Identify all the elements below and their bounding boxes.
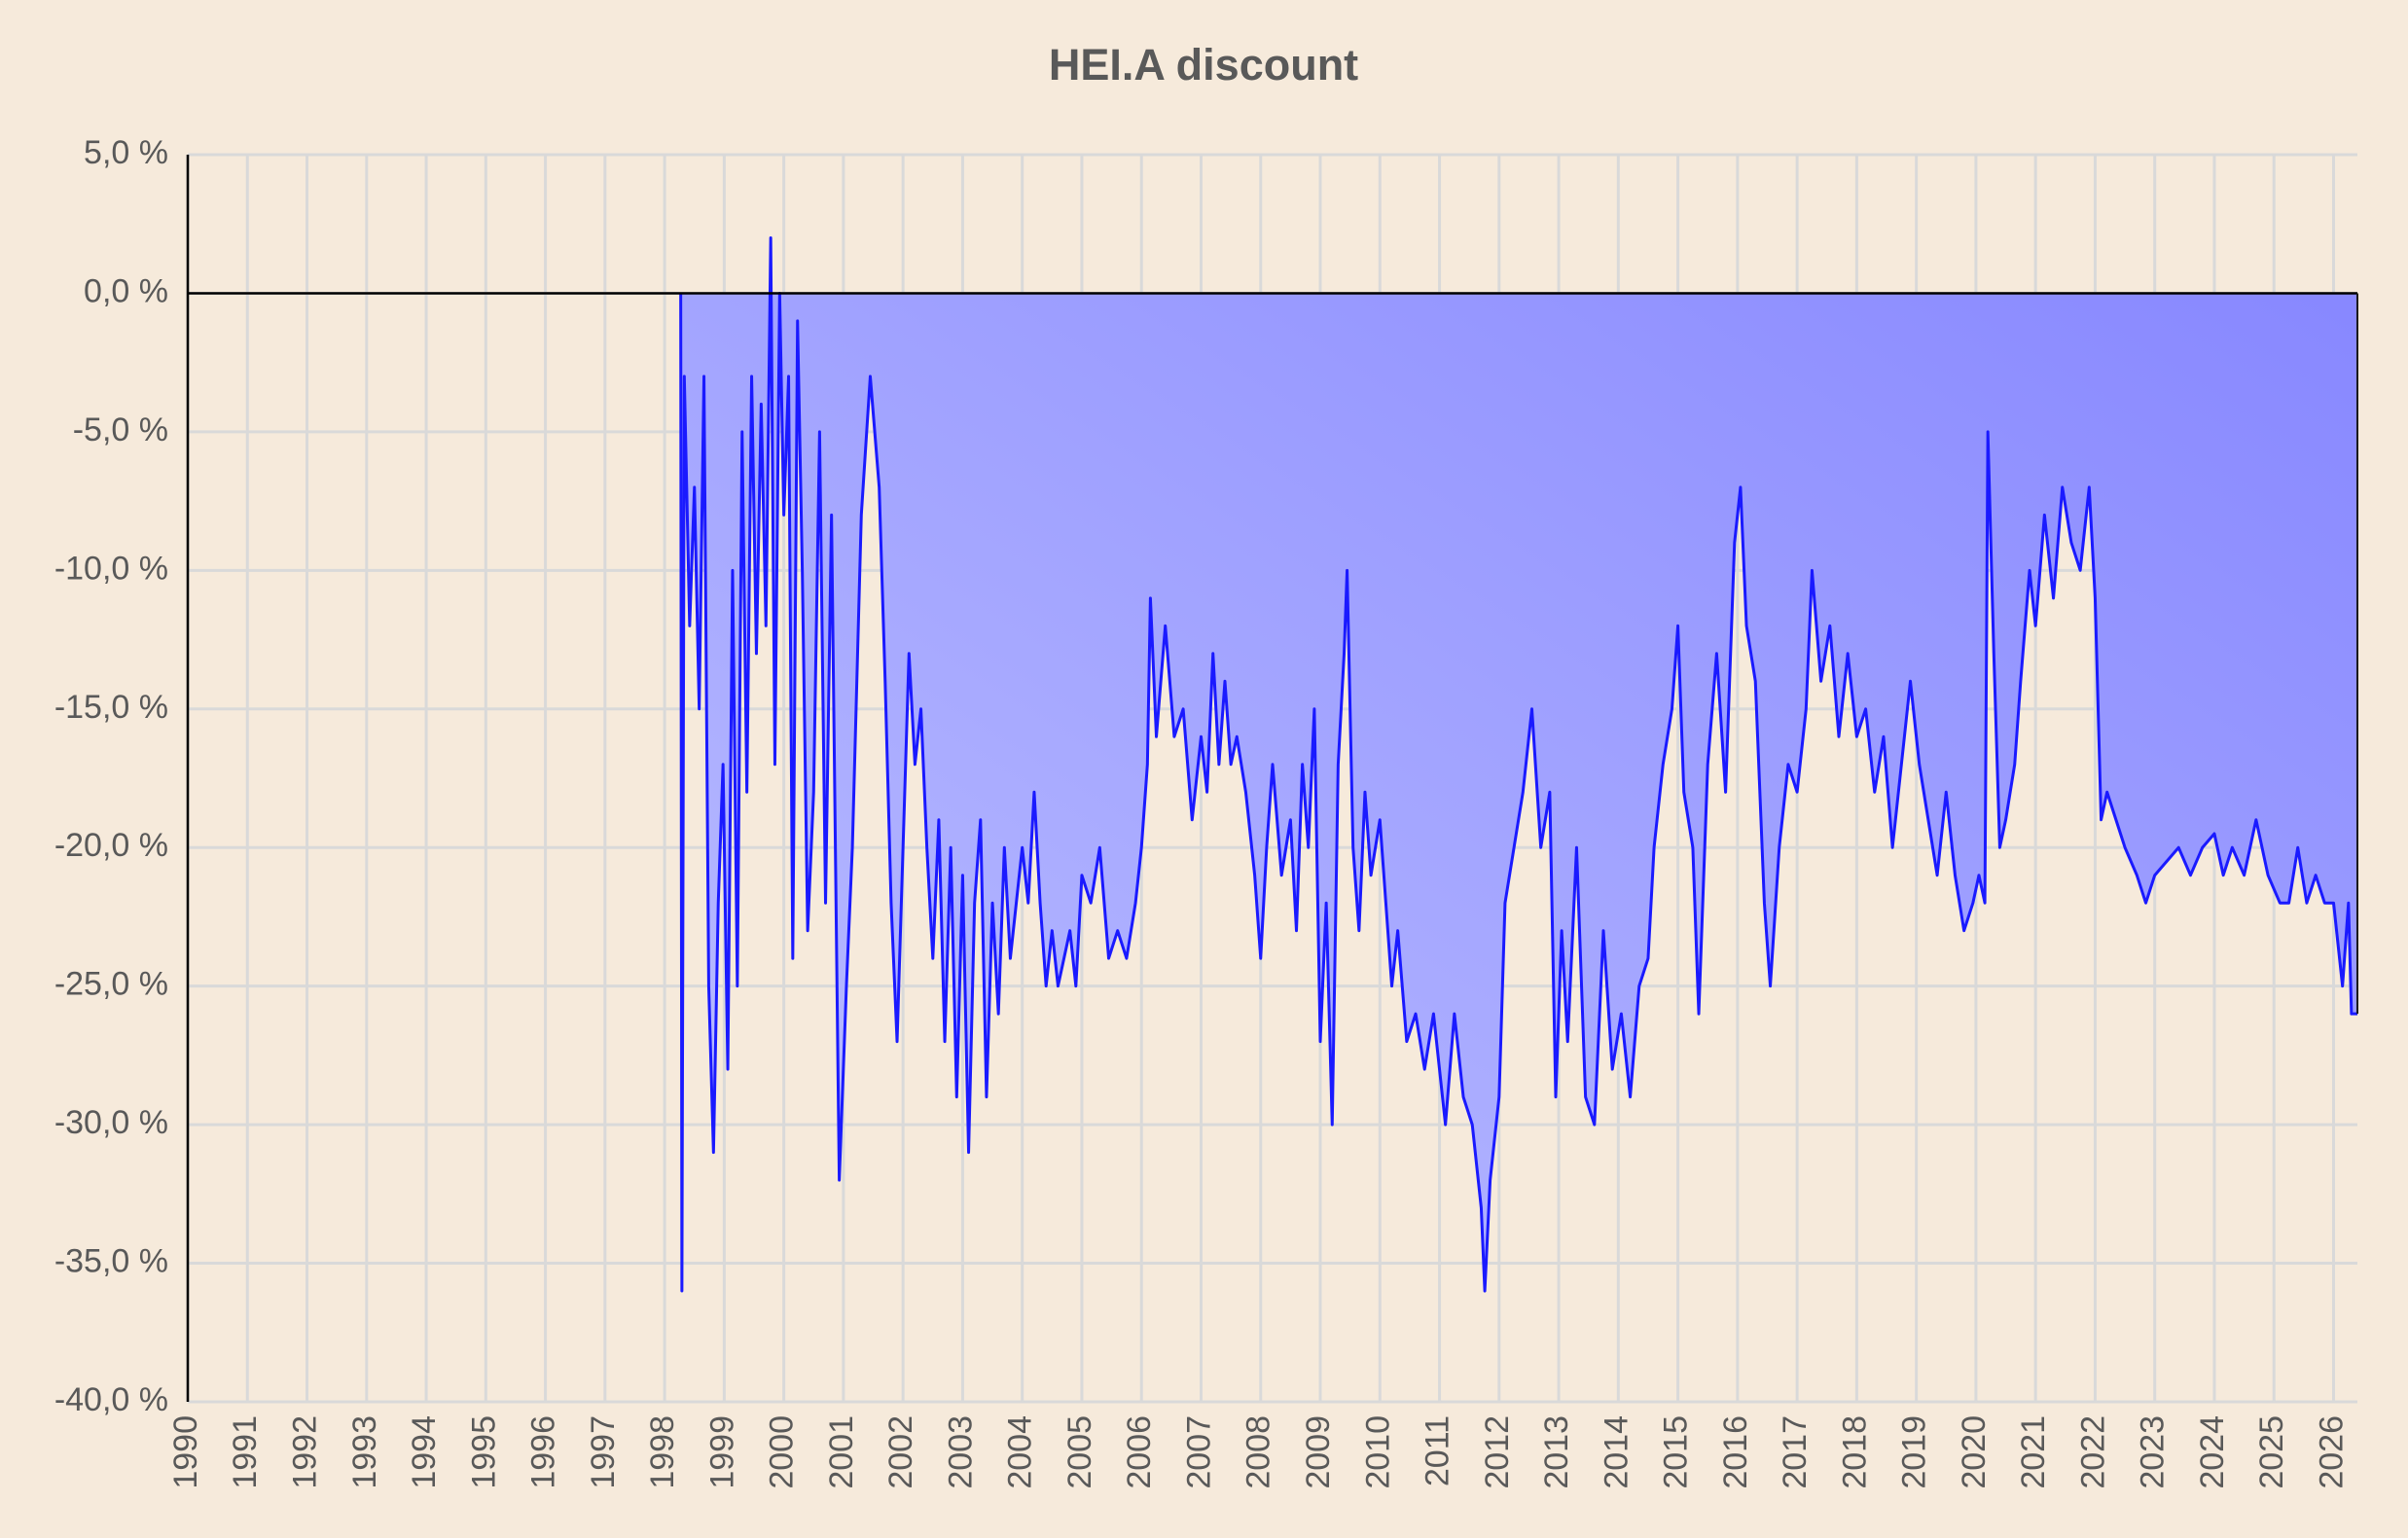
x-tick-label: 1993 xyxy=(346,1415,383,1489)
x-tick-label: 2006 xyxy=(1121,1415,1158,1489)
y-tick-label: -35,0 % xyxy=(54,1243,168,1280)
y-tick-label: 5,0 % xyxy=(84,134,168,171)
x-tick-label: 1999 xyxy=(703,1415,740,1489)
x-tick-label: 1992 xyxy=(287,1415,324,1489)
line xyxy=(679,235,2357,1293)
x-tick-label: 2005 xyxy=(1061,1415,1098,1489)
y-tick-label: -40,0 % xyxy=(54,1381,168,1418)
x-tick-label: 2012 xyxy=(1479,1415,1516,1489)
x-tick-label: 2021 xyxy=(2015,1415,2052,1489)
y-tick-label: -5,0 % xyxy=(73,411,168,448)
chart-title: HEI.A discount xyxy=(1049,40,1358,89)
x-tick-label: 2007 xyxy=(1180,1415,1217,1489)
x-tick-label: 2001 xyxy=(823,1415,860,1489)
x-tick-label: 1998 xyxy=(644,1415,681,1489)
x-tick-label: 2026 xyxy=(2313,1415,2350,1489)
x-tick-label: 2014 xyxy=(1598,1415,1635,1489)
y-tick-label: -20,0 % xyxy=(54,827,168,864)
x-tick-label: 1994 xyxy=(406,1415,443,1489)
x-tick-label: 2024 xyxy=(2194,1415,2231,1489)
y-tick-label: -10,0 % xyxy=(54,550,168,587)
x-tick-label: 1995 xyxy=(465,1415,502,1489)
x-tick-label: 2022 xyxy=(2074,1415,2111,1489)
x-tick-label: 2017 xyxy=(1777,1415,1814,1489)
x-tick-label: 2009 xyxy=(1300,1415,1337,1489)
x-tick-label: 2013 xyxy=(1538,1415,1575,1489)
y-tick-label: 0,0 % xyxy=(84,272,168,309)
x-tick-label: 2010 xyxy=(1359,1415,1396,1489)
y-tick-label: -25,0 % xyxy=(54,966,168,1003)
x-tick-label: 1990 xyxy=(167,1415,204,1489)
x-tick-label: 2025 xyxy=(2253,1415,2290,1489)
x-tick-label: 2004 xyxy=(1002,1415,1039,1489)
x-tick-label: 2000 xyxy=(764,1415,801,1489)
x-tick-label: 2020 xyxy=(1956,1415,1993,1489)
x-tick-label: 1991 xyxy=(227,1415,264,1489)
y-tick-label: -30,0 % xyxy=(54,1104,168,1141)
area xyxy=(680,237,2357,1292)
x-tick-label: 1997 xyxy=(585,1415,622,1489)
x-tick-label: 2015 xyxy=(1658,1415,1695,1489)
x-tick-label: 2002 xyxy=(882,1415,919,1489)
y-tick-label: -15,0 % xyxy=(54,689,168,726)
x-tick-label: 2003 xyxy=(942,1415,979,1489)
x-tick-label: 2023 xyxy=(2135,1415,2172,1489)
x-tick-label: 2008 xyxy=(1240,1415,1277,1489)
x-tick-label: 2019 xyxy=(1896,1415,1933,1489)
x-tick-label: 2018 xyxy=(1836,1415,1873,1489)
x-tick-label: 1996 xyxy=(525,1415,562,1489)
x-tick-label: 2016 xyxy=(1717,1415,1754,1489)
x-tick-label: 2011 xyxy=(1420,1415,1456,1486)
